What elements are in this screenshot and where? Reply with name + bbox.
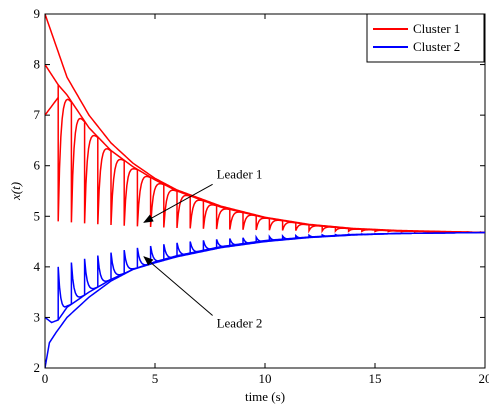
plot-area: [44, 13, 486, 369]
annotation-arrow-1: [143, 183, 213, 223]
y-tick-label: 8: [34, 57, 41, 72]
y-tick-label: 9: [34, 6, 41, 21]
annotation-arrow-2: [143, 256, 213, 316]
legend-box: [366, 13, 485, 63]
x-tick-label: 0: [42, 371, 49, 386]
y-tick-label: 4: [34, 259, 41, 274]
legend-label-cluster-1: Cluster 1: [413, 21, 460, 36]
annotation-label-2: Leader 2: [217, 316, 263, 331]
y-axis: 2 3 4 5 6 7 8 9: [34, 6, 485, 375]
y-axis-label: x(t): [8, 182, 23, 201]
y-tick-label: 5: [34, 208, 41, 223]
legend: Cluster 1 Cluster 2: [366, 13, 485, 63]
series-layer: [45, 14, 485, 368]
x-axis-label: time (s): [245, 389, 285, 404]
y-tick-label: 6: [34, 158, 41, 173]
x-tick-label: 5: [152, 371, 159, 386]
y-tick-label: 2: [34, 360, 41, 375]
y-tick-label: 3: [34, 309, 41, 324]
annotations: Leader 1 Leader 2: [143, 166, 263, 331]
plot-frame: [44, 13, 486, 369]
legend-label-cluster-2: Cluster 2: [413, 39, 460, 54]
x-tick-label: 15: [369, 371, 382, 386]
x-axis: 0 5 10 15 20: [42, 14, 489, 386]
x-tick-label: 20: [479, 371, 489, 386]
cluster-1-trajectory-3: [45, 96, 59, 116]
y-tick-label: 7: [34, 107, 41, 122]
annotation-label-1: Leader 1: [217, 166, 263, 181]
x-tick-label: 10: [259, 371, 272, 386]
cluster-1-leader-trajectory: [57, 84, 485, 234]
cluster-2-leader-trajectory: [57, 231, 485, 320]
